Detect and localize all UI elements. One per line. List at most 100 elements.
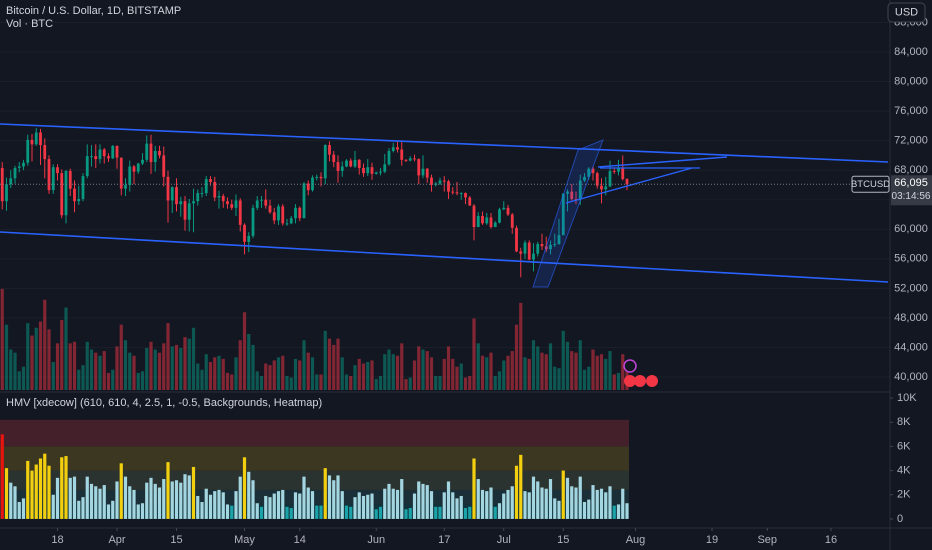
candle-body [162, 155, 166, 177]
volume-bar [344, 374, 349, 390]
hmv-bar [476, 479, 480, 519]
hmv-bar [166, 462, 170, 519]
volume-bar [616, 372, 621, 390]
x-tick-label: 18 [51, 534, 63, 546]
volume-bar [340, 357, 344, 390]
y-tick-label: 72,000 [894, 135, 928, 147]
hmv-bar [395, 489, 400, 519]
hmv-bar [383, 488, 387, 519]
candle-body [349, 160, 353, 167]
candle-body [179, 201, 183, 205]
volume-bar [9, 349, 13, 390]
hmv-bar [459, 495, 463, 519]
volume-bar [242, 312, 247, 390]
volume-bar [587, 366, 591, 390]
volume-bar [472, 318, 476, 390]
hmv-bar [264, 495, 268, 519]
volume-bar [310, 357, 315, 390]
candle-body [570, 191, 574, 199]
trend-line [0, 231, 889, 283]
volume-bar [98, 355, 102, 390]
currency-button-label: USD [895, 6, 918, 18]
hmv-bar [242, 457, 247, 519]
volume-bar [400, 343, 404, 390]
candle-body [17, 166, 21, 168]
volume-bar [225, 372, 230, 390]
y-tick-label: 76,000 [894, 105, 928, 117]
candle-body [604, 186, 608, 190]
volume-bar [13, 352, 17, 390]
volume-bar [64, 307, 68, 390]
volume-bar [191, 327, 196, 390]
candle-body [200, 193, 204, 195]
hmv-bar [174, 480, 179, 519]
hmv-bar [94, 486, 98, 519]
hmv-bar [370, 493, 374, 519]
candle-body [532, 253, 535, 260]
hmv-bar [234, 491, 238, 519]
hmv-bar [625, 503, 629, 519]
candle-body [81, 176, 85, 199]
hmv-bar [531, 476, 536, 519]
event-icon[interactable] [624, 375, 636, 387]
candle-body [30, 139, 34, 145]
hmv-bar [276, 491, 281, 519]
candle-body [234, 200, 238, 208]
heatmap-band [0, 470, 629, 490]
candle-body [519, 251, 523, 254]
candle-body [94, 156, 98, 160]
candle-body [277, 206, 280, 221]
candle-body [149, 143, 153, 163]
candle-body [243, 224, 246, 242]
candle-body [549, 244, 552, 250]
hmv-bar [493, 506, 497, 519]
candle-body [595, 173, 599, 186]
hmv-bar [319, 505, 323, 519]
candle-body [442, 180, 446, 182]
event-icon[interactable] [646, 375, 658, 387]
candle-body [387, 150, 391, 165]
currency-button[interactable] [887, 2, 926, 23]
volume-bar [608, 351, 612, 390]
candle-body [13, 167, 17, 179]
volume-bar [599, 354, 604, 390]
candle-body [366, 167, 370, 174]
volume-bar [353, 365, 357, 390]
hmv-bar [455, 498, 459, 519]
hmv-bar [468, 506, 472, 519]
trend-line [0, 123, 889, 163]
volume-bar [85, 341, 89, 390]
hmv-bar [434, 506, 438, 519]
heatmap-band [0, 504, 629, 519]
y-tick-label: 10K [897, 392, 917, 404]
volume-bar [565, 341, 570, 390]
event-icon[interactable] [634, 375, 646, 387]
candle-body [209, 179, 212, 182]
hmv-bar [196, 495, 200, 519]
volume-bar [591, 349, 595, 390]
hmv-bar [85, 476, 89, 519]
hmv-bar [604, 492, 608, 519]
candle-body [0, 167, 4, 202]
candle-body [166, 176, 170, 201]
candle-body [22, 162, 25, 167]
volume-bar [102, 351, 106, 390]
candle-body [9, 178, 13, 185]
volume-bar [217, 355, 221, 390]
hmv-bar [77, 500, 81, 519]
event-icon[interactable] [623, 359, 637, 373]
candle-body [472, 205, 476, 228]
volume-bar [221, 358, 225, 390]
y-tick-label: 44,000 [894, 341, 928, 353]
indicator-title: HMV [xdecow] (610, 610, 4, 2.5, 1, -0.5,… [6, 397, 322, 409]
hmv-bar [489, 487, 493, 519]
y-tick-label: 8K [897, 416, 911, 428]
hmv-bar [417, 481, 421, 519]
volume-bar [378, 376, 383, 390]
volume-bar [485, 357, 489, 390]
candle-body [408, 158, 412, 161]
hmv-bar [60, 457, 64, 519]
volume-bar [157, 352, 162, 390]
volume-bar [255, 371, 259, 390]
candle-body [255, 200, 259, 208]
